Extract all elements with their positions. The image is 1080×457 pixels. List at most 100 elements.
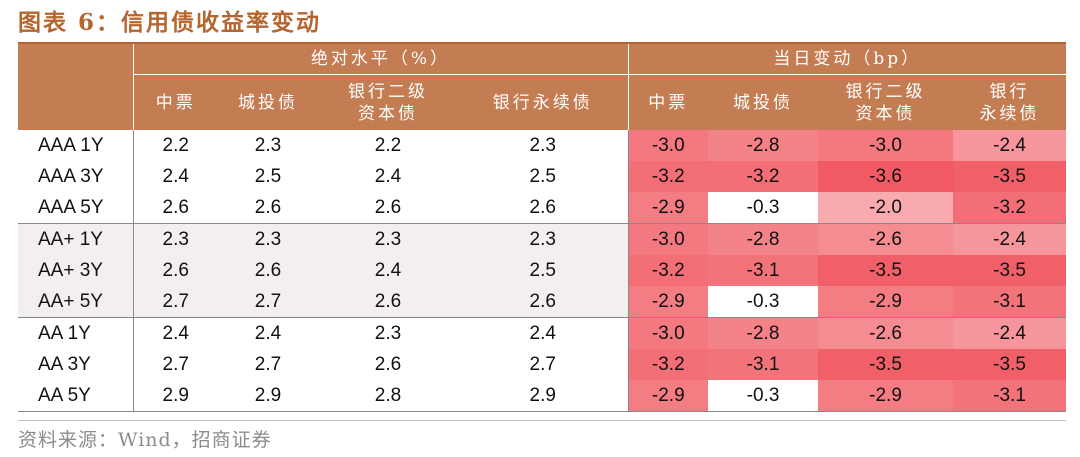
- level-cell: 2.6: [374, 353, 402, 375]
- level-cell: 2.7: [162, 353, 189, 375]
- level-cell: 2.2: [162, 134, 189, 156]
- level-cell: 2.4: [162, 322, 189, 344]
- level-cell: 2.2: [374, 134, 402, 156]
- change-cell: -3.5: [818, 349, 954, 380]
- column-header-line: 银行二级: [348, 81, 428, 102]
- column-header-line: 资本债: [358, 103, 418, 124]
- column-header-line: 资本债: [855, 103, 916, 124]
- group-header-level: 绝对水平（%）: [133, 44, 629, 75]
- level-cell: 2.6: [318, 192, 458, 224]
- change-cell: -0.3: [708, 286, 819, 318]
- change-cell: -2.8: [708, 130, 819, 161]
- table-row: AA+ 3Y 2.6 2.6 2.4 2.5 -3.2 -3.1 -3.5 -3.5: [18, 255, 1067, 286]
- level-cell: 2.3: [218, 223, 318, 255]
- level-cell: 2.3: [374, 322, 402, 344]
- level-cell: 2.6: [133, 255, 218, 286]
- change-cell: -3.2: [953, 192, 1067, 224]
- column-header-line: 城投债: [733, 92, 794, 113]
- change-cell: -2.9: [627, 192, 709, 224]
- change-cell: -2.4: [953, 130, 1067, 161]
- level-column-header: 城投债: [218, 74, 318, 130]
- change-cell: -3.2: [627, 161, 709, 192]
- change-cell: -2.8: [708, 317, 819, 349]
- level-cell: 2.6: [133, 192, 218, 224]
- change-cell: -3.1: [708, 255, 819, 286]
- level-cell: 2.3: [254, 134, 282, 156]
- column-header-line: 银行: [989, 81, 1030, 102]
- change-cell: -3.1: [953, 286, 1067, 318]
- level-cell: 2.6: [218, 255, 318, 286]
- change-cell: -2.6: [818, 317, 954, 349]
- change-cell: -2.9: [627, 286, 709, 318]
- change-cell: -3.5: [953, 349, 1067, 380]
- change-cell: -3.1: [953, 380, 1067, 412]
- source-note: 资料来源：Wind，招商证券: [18, 420, 1066, 452]
- level-cell: 2.3: [133, 223, 218, 255]
- column-header-line: 城投债: [238, 92, 298, 113]
- change-cell: -2.4: [953, 223, 1067, 255]
- table-row: AAA 1Y 2.2 2.3 2.2 2.3 -3.0 -2.8 -3.0 -2.4: [18, 130, 1067, 161]
- level-cell: 2.3: [529, 134, 556, 156]
- level-cell: 2.4: [254, 322, 282, 344]
- row-label: AA 5Y: [18, 380, 134, 412]
- change-cell: -2.9: [818, 380, 954, 412]
- table-row: AA+ 1Y 2.3 2.3 2.3 2.3 -3.0 -2.8 -2.6 -2.4: [18, 223, 1067, 255]
- change-cell: -3.0: [627, 130, 709, 161]
- row-label: AA 3Y: [18, 349, 134, 380]
- level-cell: 2.7: [218, 286, 318, 318]
- row-label: AAA 5Y: [18, 192, 134, 224]
- change-cell: -3.0: [627, 223, 709, 255]
- change-cell: -3.2: [627, 349, 709, 380]
- table-row: AAA 5Y 2.6 2.6 2.6 2.6 -2.9 -0.3 -2.0 -3.2: [18, 192, 1067, 224]
- change-cell: -3.0: [627, 317, 709, 349]
- table-row: AA 1Y 2.4 2.4 2.3 2.4 -3.0 -2.8 -2.6 -2.4: [18, 317, 1067, 349]
- level-cell: 2.9: [458, 380, 629, 412]
- row-label: AAA 1Y: [18, 130, 134, 161]
- column-header-line: 银行二级: [845, 81, 926, 102]
- level-cell: 2.6: [318, 286, 458, 318]
- change-cell: -2.6: [818, 223, 954, 255]
- change-cell: -2.0: [818, 192, 954, 224]
- column-header-line: 银行永续债: [492, 92, 593, 113]
- figure-title: 图表 6：信用债收益率变动: [18, 9, 322, 36]
- level-cell: 2.7: [133, 286, 218, 318]
- change-cell: -2.9: [627, 380, 709, 412]
- row-label: AA+ 3Y: [18, 255, 134, 286]
- level-column-header: 银行二级 资本债: [318, 74, 458, 130]
- title-rule: [18, 42, 1066, 44]
- row-label: AA 1Y: [18, 317, 134, 349]
- level-cell: 2.5: [458, 255, 629, 286]
- group-header-change: 当日变动（bp）: [627, 44, 1067, 75]
- level-cell: 2.5: [529, 165, 556, 187]
- change-cell: -0.3: [708, 192, 819, 224]
- level-cell: 2.6: [218, 192, 318, 224]
- level-cell: 2.7: [254, 353, 282, 375]
- table-row: AA 5Y 2.9 2.9 2.8 2.9 -2.9 -0.3 -2.9 -3.1: [18, 380, 1067, 412]
- level-cell: 2.3: [458, 223, 629, 255]
- change-cell: -3.2: [708, 161, 819, 192]
- table-row: AA+ 5Y 2.7 2.7 2.6 2.6 -2.9 -0.3 -2.9 -3.1: [18, 286, 1067, 318]
- change-cell: -3.2: [627, 255, 709, 286]
- change-cell: -3.6: [818, 161, 954, 192]
- row-label: AAA 3Y: [18, 161, 134, 192]
- level-cell: 2.9: [133, 380, 218, 412]
- change-cell: -3.5: [953, 161, 1067, 192]
- change-cell: -3.5: [818, 255, 954, 286]
- change-cell: -3.5: [953, 255, 1067, 286]
- yield-table: 绝对水平（%） 当日变动（bp） 中票 城投债 银行二级 资本债 银行永续债 中票 城投债银…: [18, 44, 1067, 412]
- row-label: AA+ 1Y: [18, 223, 134, 255]
- level-cell: 2.4: [374, 165, 402, 187]
- level-column-header: 中票: [133, 74, 218, 130]
- level-cell: 2.4: [318, 255, 458, 286]
- change-column-header: 银行 永续债: [953, 74, 1067, 130]
- level-cell: 2.5: [254, 165, 282, 187]
- change-cell: -2.4: [953, 317, 1067, 349]
- row-label: AA+ 5Y: [18, 286, 134, 318]
- column-header-line: 中票: [648, 92, 689, 113]
- change-column-header: 银行二级 资本债: [818, 74, 954, 130]
- column-header-row: 中票 城投债 银行二级 资本债 银行永续债 中票 城投债 银行二级 资本债 银行 永续债: [18, 74, 1067, 130]
- level-cell: 2.6: [458, 286, 629, 318]
- change-column-header: 中票: [627, 74, 709, 130]
- level-cell: 2.3: [318, 223, 458, 255]
- level-cell: 2.9: [218, 380, 318, 412]
